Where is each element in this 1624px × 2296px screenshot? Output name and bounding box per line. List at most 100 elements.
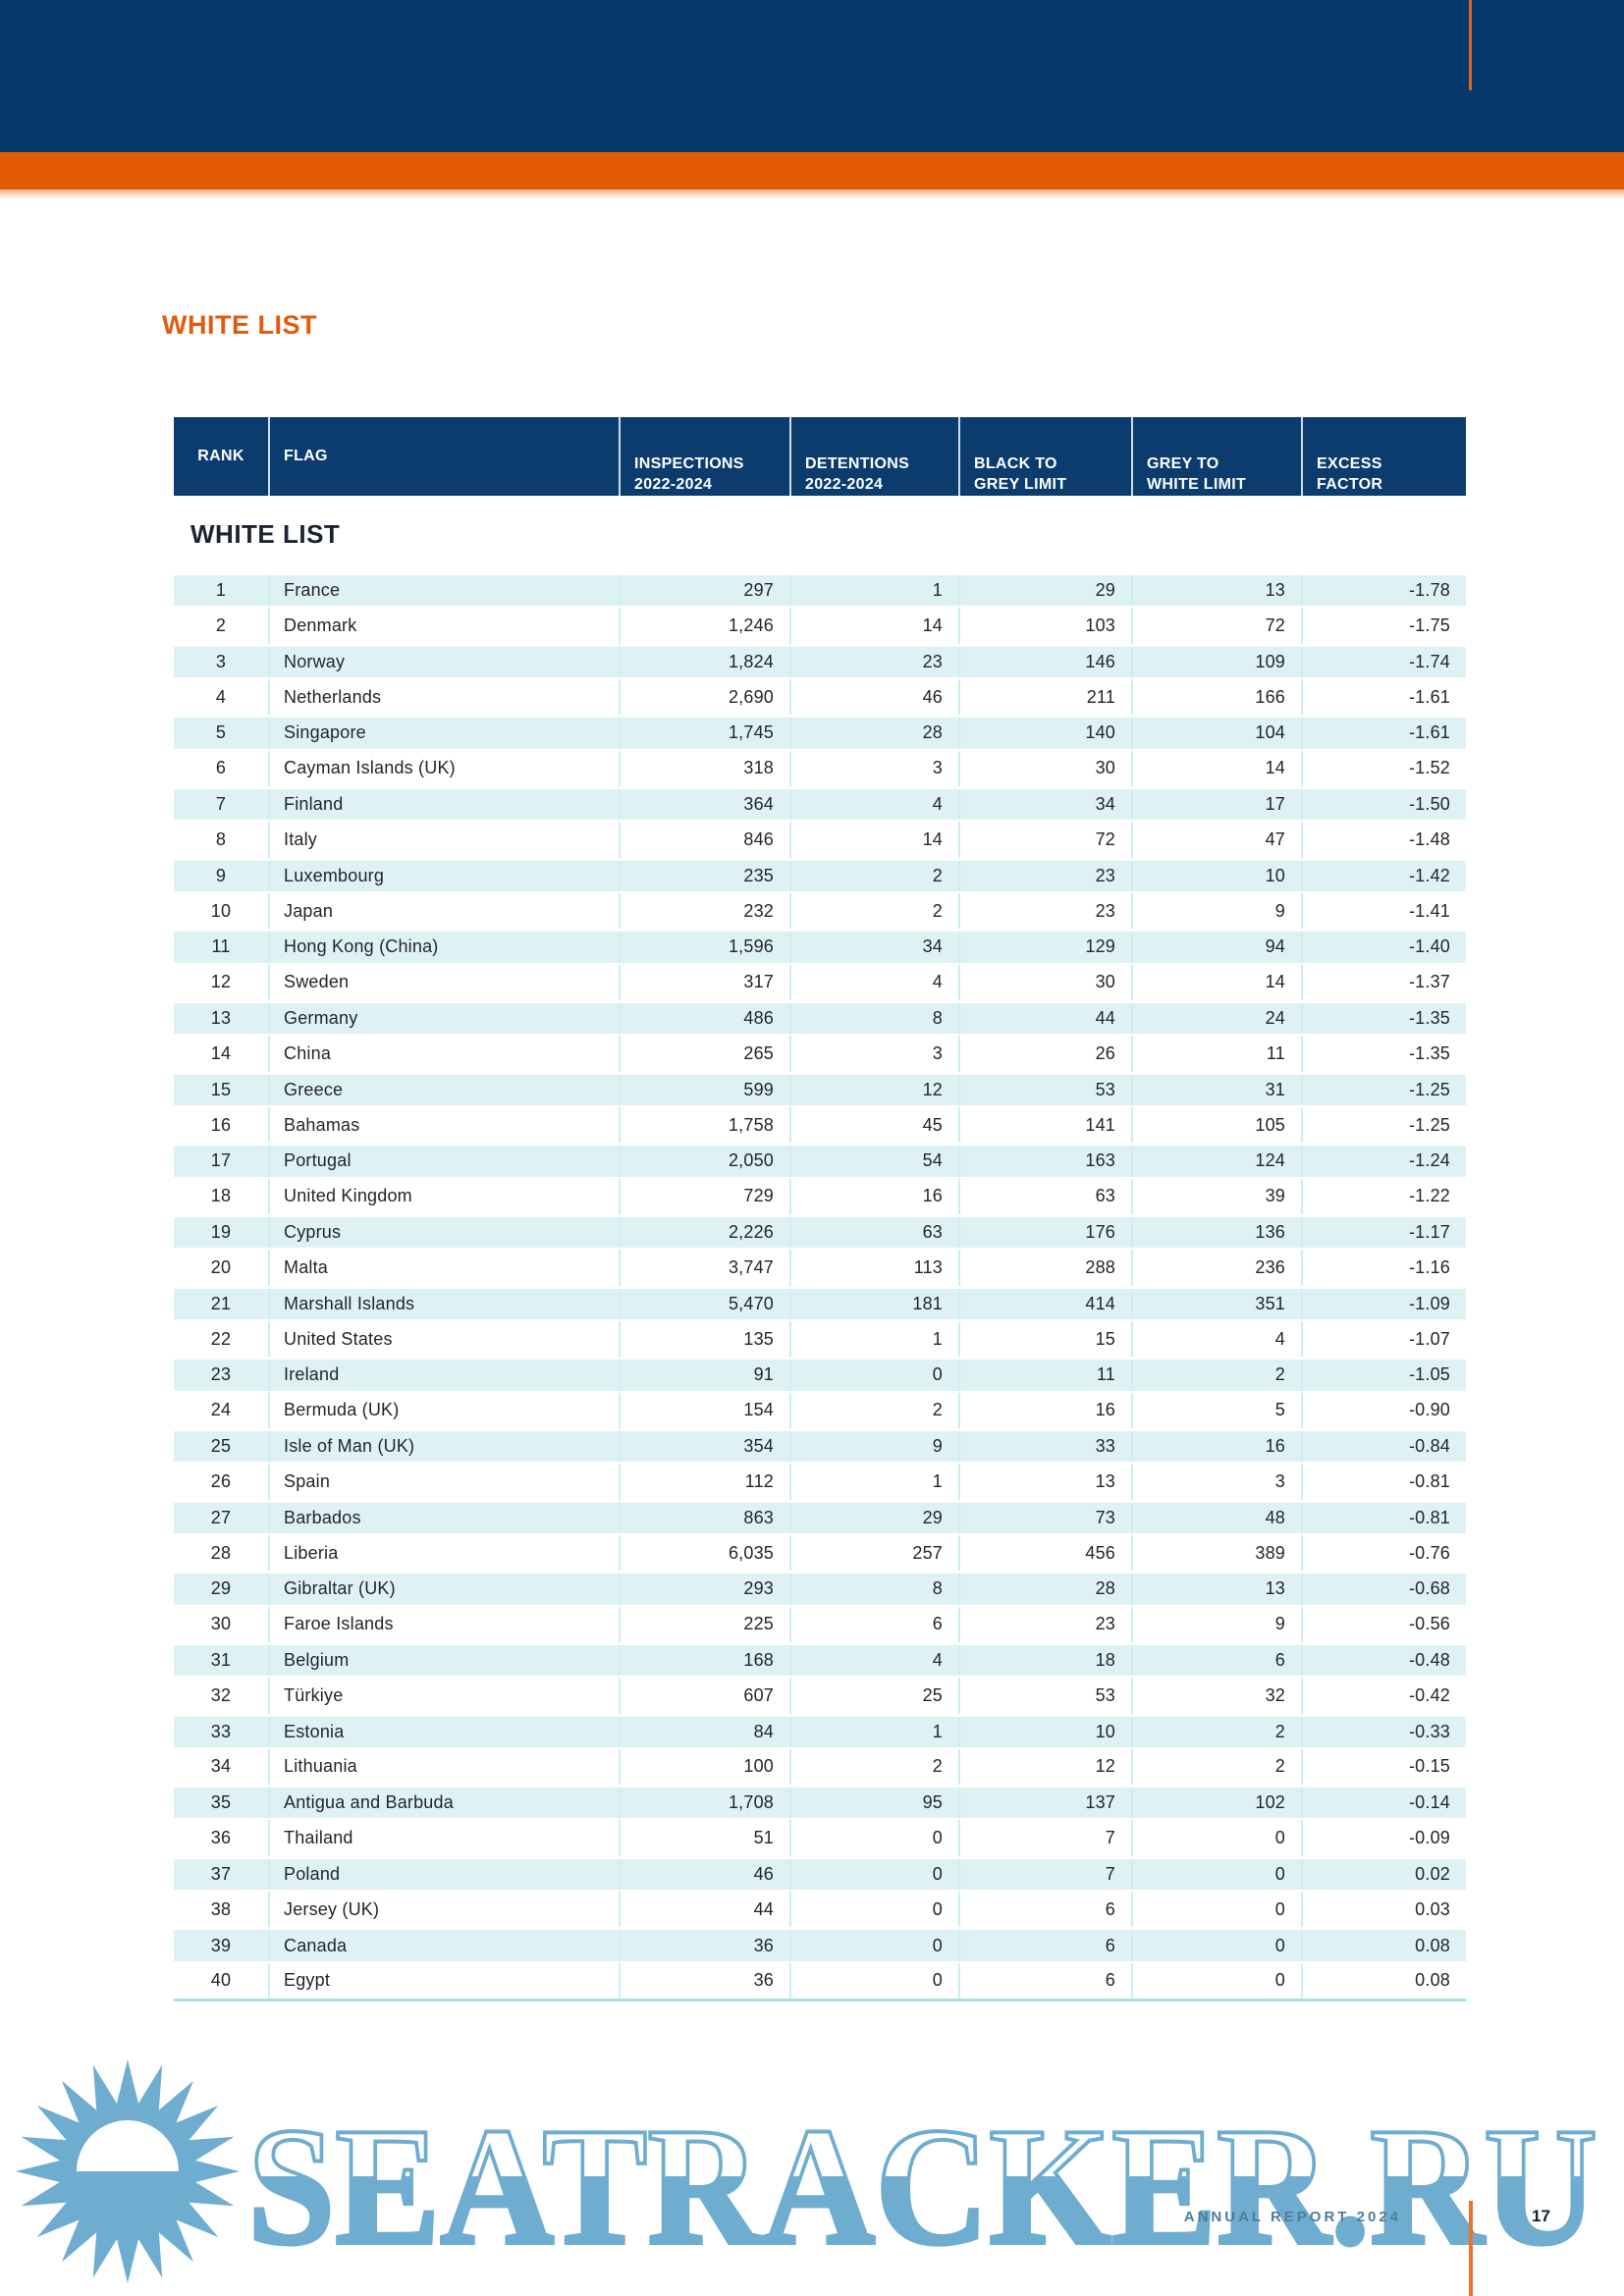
inspections-cell: 2,690 xyxy=(619,678,789,716)
black-to-grey-cell: 12 xyxy=(958,1748,1131,1786)
flag-cell: Belgium xyxy=(268,1644,619,1677)
flag-cell: Spain xyxy=(268,1464,619,1500)
table-row: 26 Spain 112 1 13 3 -0.81 xyxy=(174,1464,1466,1500)
inspections-cell: 318 xyxy=(619,750,789,786)
grey-to-white-cell: 389 xyxy=(1131,1534,1301,1572)
excess-factor-cell: -1.09 xyxy=(1301,1288,1466,1319)
table-row: 4 Netherlands 2,690 46 211 166 -1.61 xyxy=(174,678,1466,716)
accent-line-bottom xyxy=(1469,2201,1473,2296)
grey-to-white-cell: 2 xyxy=(1131,1716,1301,1747)
inspections-cell: 168 xyxy=(619,1644,789,1677)
rank-cell: 40 xyxy=(210,1970,232,1991)
black-to-grey-cell: 73 xyxy=(958,1502,1131,1533)
flag-cell: Finland xyxy=(268,788,619,821)
grey-to-white-cell: 3 xyxy=(1131,1464,1301,1500)
black-to-grey-cell: 63 xyxy=(958,1178,1131,1214)
grey-to-white-cell: 5 xyxy=(1131,1392,1301,1428)
inspections-cell: 232 xyxy=(619,892,789,930)
inspections-cell: 729 xyxy=(619,1178,789,1214)
table-row: 12 Sweden 317 4 30 14 -1.37 xyxy=(174,964,1466,1000)
inspections-cell: 863 xyxy=(619,1502,789,1533)
rank-cell: 26 xyxy=(210,1470,232,1491)
flag-cell: Germany xyxy=(268,1002,619,1035)
rank-cell: 27 xyxy=(210,1507,232,1527)
excess-factor-cell: -1.24 xyxy=(1301,1146,1466,1177)
flag-cell: France xyxy=(268,575,619,607)
excess-factor-cell: -1.25 xyxy=(1301,1106,1466,1144)
flag-cell: Lithuania xyxy=(268,1748,619,1786)
detentions-header: DETENTIONS 2022-2024 xyxy=(789,417,958,496)
table-row: 5 Singapore 1,745 28 140 104 -1.61 xyxy=(174,715,1466,750)
top-orange-stripe xyxy=(0,152,1624,189)
inspections-cell: 46 xyxy=(619,1858,789,1891)
flag-cell: Ireland xyxy=(268,1360,619,1391)
detentions-cell: 2 xyxy=(789,1748,958,1786)
inspections-cell: 1,824 xyxy=(619,646,789,677)
grey-to-white-cell: 13 xyxy=(1131,575,1301,607)
excess-factor-cell: -1.16 xyxy=(1301,1250,1466,1286)
rank-cell: 29 xyxy=(210,1578,232,1599)
excess-factor-cell: -1.48 xyxy=(1301,822,1466,858)
flag-cell: United States xyxy=(268,1320,619,1358)
rank-cell: 10 xyxy=(210,900,232,921)
excess-factor-cell: -1.25 xyxy=(1301,1074,1466,1105)
inspections-cell: 354 xyxy=(619,1430,789,1463)
rank-cell: 28 xyxy=(210,1542,232,1563)
table-row: 18 United Kingdom 729 16 63 39 -1.22 xyxy=(174,1178,1466,1214)
inspections-cell: 2,050 xyxy=(619,1146,789,1177)
inspections-cell: 364 xyxy=(619,788,789,821)
detentions-cell: 8 xyxy=(789,1002,958,1035)
table-row: 33 Estonia 84 1 10 2 -0.33 xyxy=(174,1714,1466,1749)
detentions-cell: 14 xyxy=(789,608,958,644)
table-row: 31 Belgium 168 4 18 6 -0.48 xyxy=(174,1642,1466,1678)
rank-cell: 18 xyxy=(210,1186,232,1206)
sun-logo xyxy=(16,2059,240,2283)
detentions-cell: 16 xyxy=(789,1178,958,1214)
flag-cell: Türkiye xyxy=(268,1678,619,1714)
excess-factor-cell: -0.33 xyxy=(1301,1716,1466,1747)
flag-cell: Sweden xyxy=(268,964,619,1000)
excess-factor-cell: -1.40 xyxy=(1301,932,1466,963)
flag-cell: Malta xyxy=(268,1250,619,1286)
flag-cell: Cayman Islands (UK) xyxy=(268,750,619,786)
rank-cell: 39 xyxy=(210,1935,232,1955)
excess-factor-cell: -1.37 xyxy=(1301,964,1466,1000)
flag-cell: Cyprus xyxy=(268,1216,619,1249)
grey-to-white-cell: 0 xyxy=(1131,1820,1301,1856)
excess-factor-cell: -1.74 xyxy=(1301,646,1466,677)
black-to-grey-cell: 288 xyxy=(958,1250,1131,1286)
inspections-cell: 846 xyxy=(619,822,789,858)
detentions-cell: 113 xyxy=(789,1250,958,1286)
table-row: 14 China 265 3 26 11 -1.35 xyxy=(174,1036,1466,1072)
rank-cell: 15 xyxy=(210,1079,232,1099)
grey-to-white-cell: 102 xyxy=(1131,1788,1301,1819)
inspections-cell: 44 xyxy=(619,1892,789,1928)
detentions-cell: 34 xyxy=(789,932,958,963)
flag-cell: Netherlands xyxy=(268,678,619,716)
table-row: 22 United States 135 1 15 4 -1.07 xyxy=(174,1320,1466,1358)
flag-cell: Hong Kong (China) xyxy=(268,932,619,963)
excess-factor-cell: -0.48 xyxy=(1301,1644,1466,1677)
black-to-grey-cell: 176 xyxy=(958,1216,1131,1249)
table-row: 36 Thailand 51 0 7 0 -0.09 xyxy=(174,1820,1466,1856)
rank-cell: 34 xyxy=(210,1756,232,1777)
table-row: 1 France 297 1 29 13 -1.78 xyxy=(174,572,1466,608)
rank-cell: 17 xyxy=(210,1150,232,1171)
white-list-table: RANK FLAG INSPECTIONS 2022-2024 DETENTIONS 20… xyxy=(174,417,1466,2002)
inspections-cell: 486 xyxy=(619,1002,789,1035)
table-row: 3 Norway 1,824 23 146 109 -1.74 xyxy=(174,644,1466,679)
black-to-grey-cell: 141 xyxy=(958,1106,1131,1144)
rank-cell: 8 xyxy=(215,828,227,849)
inspections-cell: 1,246 xyxy=(619,608,789,644)
flag-cell: Gibraltar (UK) xyxy=(268,1574,619,1605)
table-row: 25 Isle of Man (UK) 354 9 33 16 -0.84 xyxy=(174,1428,1466,1464)
table-row: 7 Finland 364 4 34 17 -1.50 xyxy=(174,786,1466,822)
seatracker-watermark: SEATRACKER.RU xyxy=(16,2059,1599,2283)
table-row: 35 Antigua and Barbuda 1,708 95 137 102 -0.14 xyxy=(174,1785,1466,1820)
inspections-cell: 84 xyxy=(619,1716,789,1747)
inspections-cell: 154 xyxy=(619,1392,789,1428)
rank-cell: 5 xyxy=(215,722,227,743)
detentions-cell: 6 xyxy=(789,1606,958,1642)
grey-to-white-cell: 13 xyxy=(1131,1574,1301,1605)
detentions-cell: 3 xyxy=(789,1036,958,1072)
